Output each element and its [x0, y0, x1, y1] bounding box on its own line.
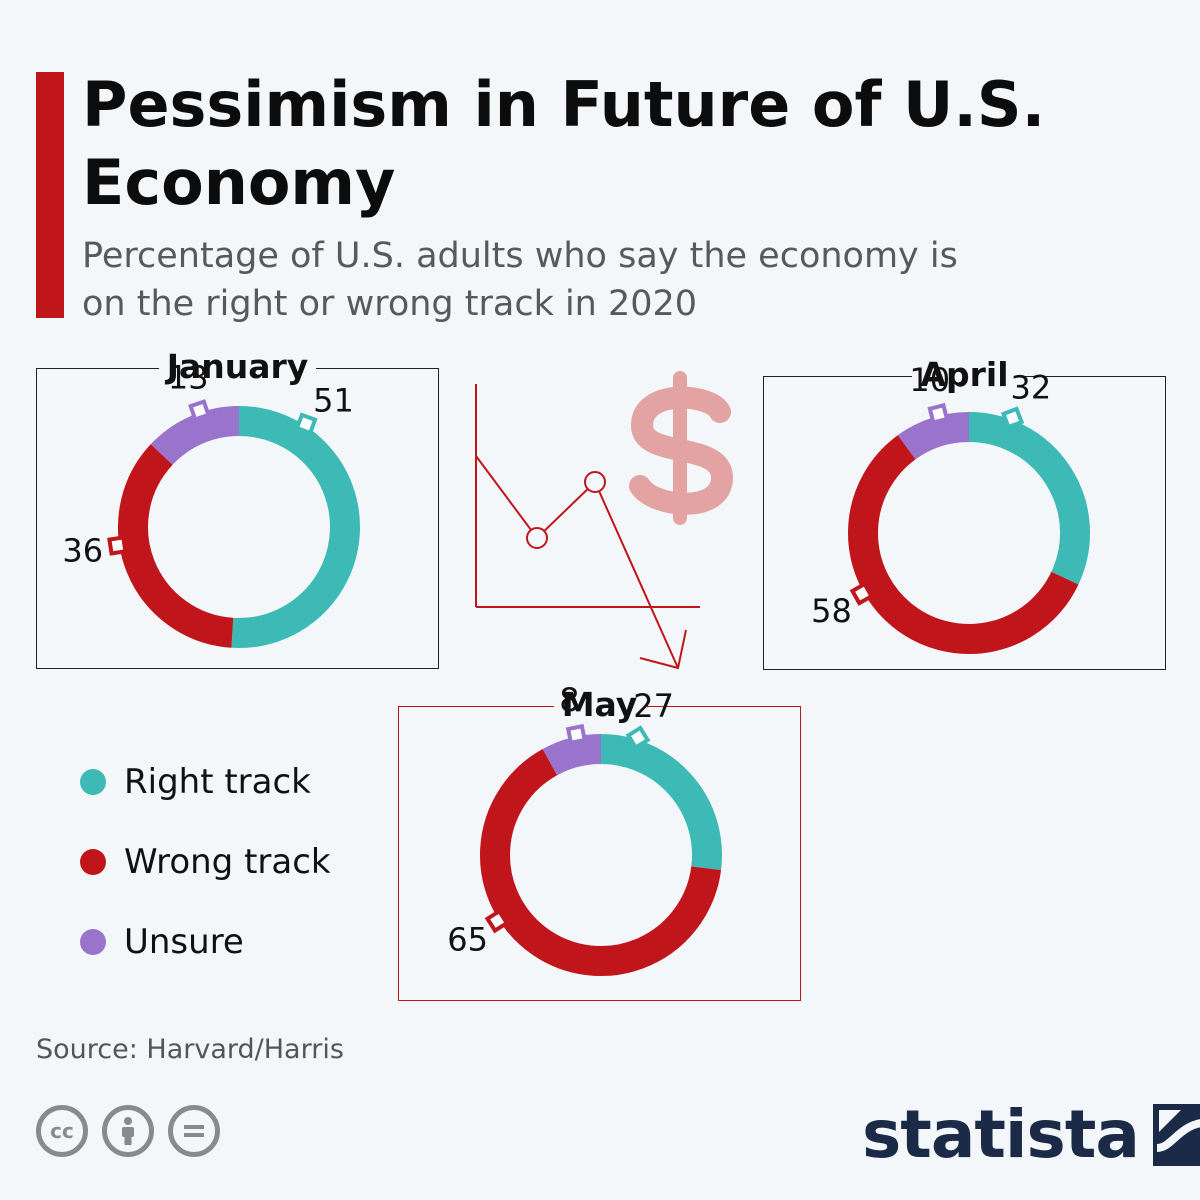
data-label: 8	[559, 681, 579, 719]
donut-segment	[848, 435, 1079, 654]
donut-segment	[968, 412, 1090, 585]
donut-segment	[150, 406, 240, 466]
segment-marker	[1000, 406, 1025, 430]
legend-label: Right track	[124, 762, 311, 802]
source-note: Source: Harvard/Harris	[36, 1034, 344, 1065]
logo-text: statista	[862, 1096, 1140, 1173]
no-derivatives-icon[interactable]	[168, 1105, 220, 1157]
donut-chart-january: 51 36 13	[62, 358, 360, 648]
donut-segment	[897, 412, 970, 460]
attribution-icon[interactable]	[102, 1105, 154, 1157]
donut-segment	[542, 734, 602, 776]
donut-segment	[231, 406, 360, 648]
panel-title: April	[764, 355, 1165, 395]
statista-logo-icon	[1152, 1104, 1200, 1166]
legend-item-right-track: Right track	[80, 742, 331, 822]
data-label: 36	[62, 532, 103, 570]
data-label: 58	[811, 592, 852, 630]
panel-title: January	[37, 347, 438, 387]
legend-item-unsure: Unsure	[80, 902, 331, 982]
data-label: 51	[313, 381, 354, 419]
donut-panel-january: January 51 36 13	[36, 347, 439, 669]
segment-marker	[565, 723, 588, 746]
segment-marker	[625, 725, 651, 751]
legend-swatch	[80, 769, 106, 795]
donut-chart-may: 27 65 8	[447, 681, 722, 976]
segment-marker	[294, 412, 318, 436]
dollar-icon	[629, 371, 734, 525]
segment-marker	[849, 581, 875, 606]
segment-marker	[107, 535, 128, 556]
license-icons: cc	[36, 1105, 220, 1157]
segment-marker	[188, 399, 211, 422]
panel-title: May	[399, 685, 800, 725]
donut-segment	[118, 444, 234, 648]
statista-logo[interactable]: statista	[862, 1100, 1200, 1170]
data-label: 65	[447, 921, 488, 959]
legend-swatch	[80, 849, 106, 875]
data-label: 32	[1010, 369, 1051, 407]
legend: Right track Wrong track Unsure	[80, 742, 331, 982]
legend-label: Unsure	[124, 922, 244, 962]
cc-icon[interactable]: cc	[36, 1105, 88, 1157]
legend-item-wrong-track: Wrong track	[80, 822, 331, 902]
donut-segment	[480, 748, 722, 976]
legend-swatch	[80, 929, 106, 955]
donut-chart-april: 32 58 10	[811, 361, 1090, 654]
donut-panel-april: April 32 58 10	[763, 355, 1166, 670]
data-label: 27	[633, 687, 674, 725]
title-accent-bar	[36, 72, 64, 318]
page-subtitle: Percentage of U.S. adults who say the ec…	[82, 236, 958, 324]
legend-label: Wrong track	[124, 842, 331, 882]
declining-line-icon	[475, 371, 734, 670]
donut-panel-may: May 27 65 8	[398, 681, 801, 1001]
data-label: 10	[909, 361, 950, 399]
segment-marker	[927, 402, 950, 425]
page-title: Pessimism in Future of U.S. Economy	[82, 68, 1046, 219]
donut-segment	[600, 734, 722, 871]
data-label: 13	[168, 358, 209, 396]
segment-marker	[484, 908, 510, 934]
